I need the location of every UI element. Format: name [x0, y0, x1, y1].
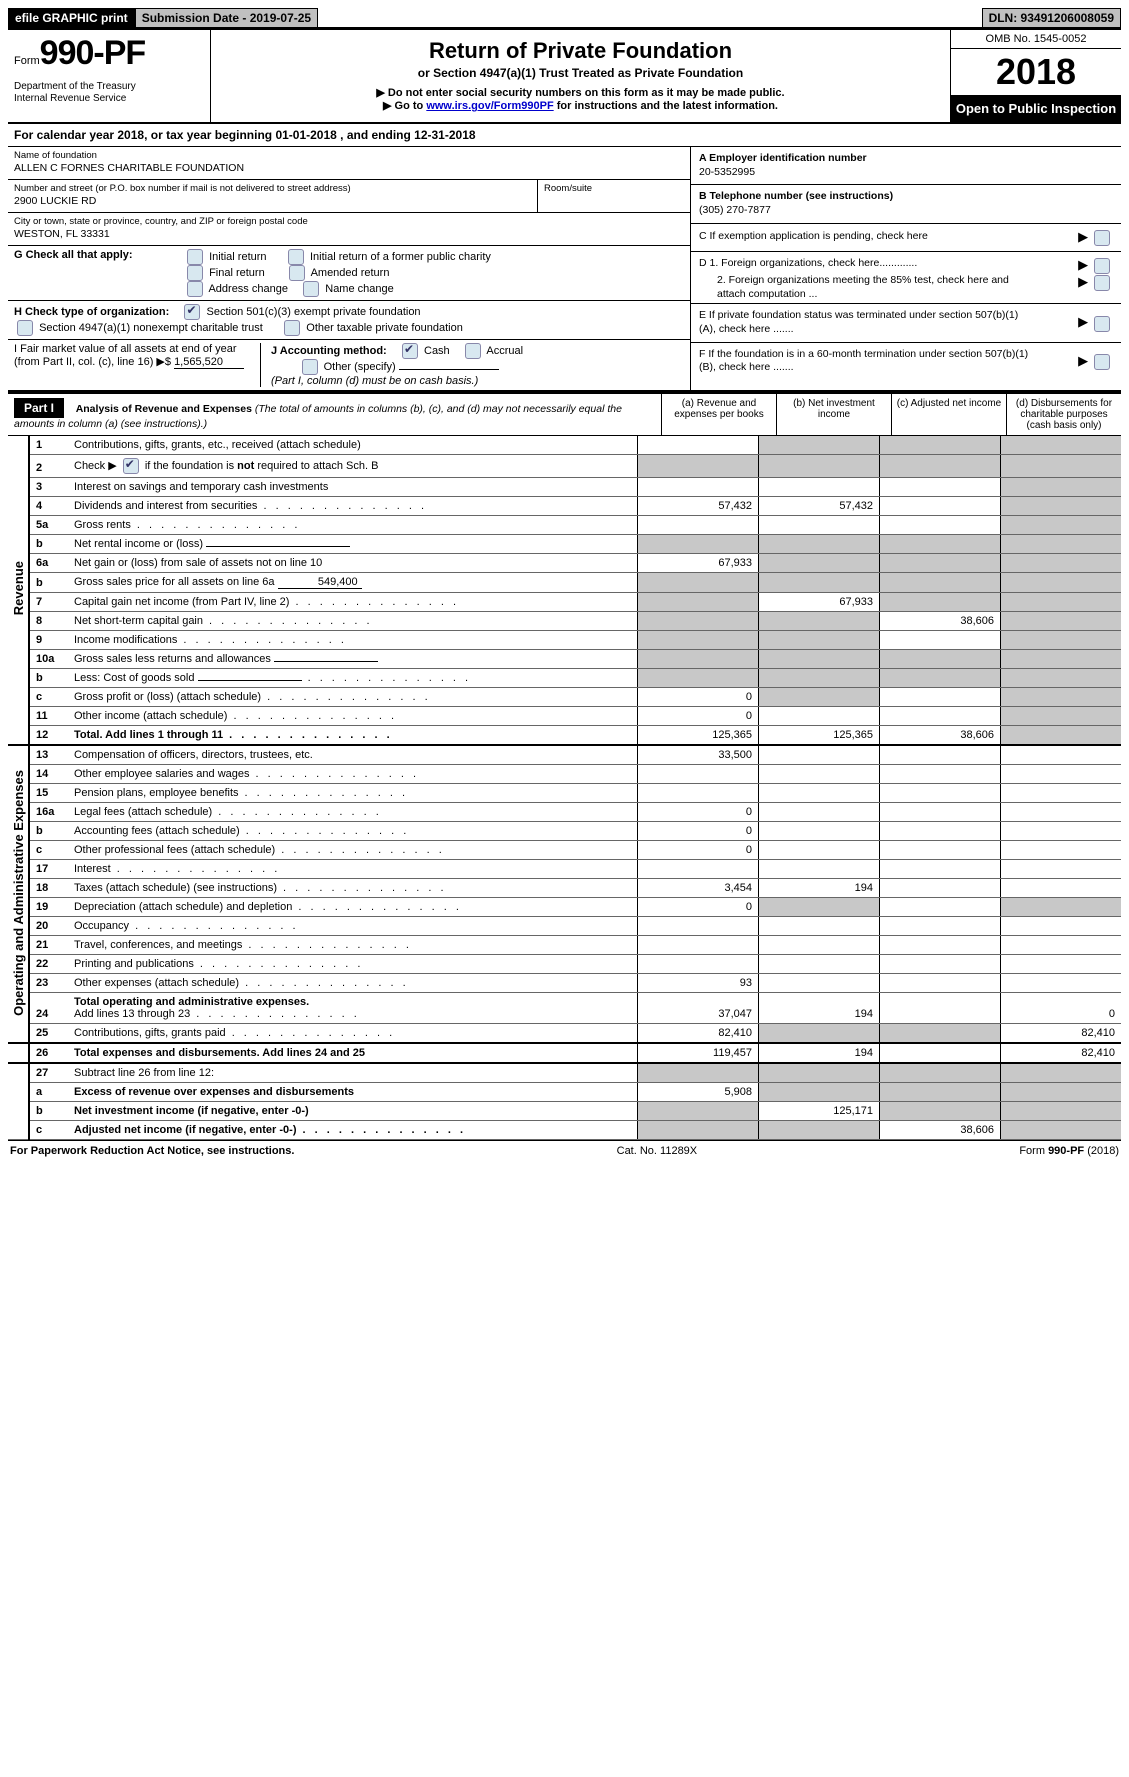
form-link-line: ▶ Go to www.irs.gov/Form990PF for instru…	[215, 99, 946, 112]
revenue-side-label: Revenue	[11, 553, 26, 623]
checkbox-schB[interactable]	[123, 458, 139, 474]
checkbox-other-method[interactable]	[302, 359, 318, 375]
form-word: Form	[14, 55, 40, 67]
ein-cell: A Employer identification number 20-5352…	[691, 147, 1121, 185]
header-right: OMB No. 1545-0052 2018 Open to Public In…	[950, 30, 1121, 122]
phone-cell: B Telephone number (see instructions) (3…	[691, 185, 1121, 223]
form-title: Return of Private Foundation	[215, 38, 946, 64]
checkbox-F[interactable]	[1094, 354, 1110, 370]
col-a-head: (a) Revenue and expenses per books	[661, 394, 776, 435]
checkbox-501c3[interactable]	[184, 304, 200, 320]
paperwork-notice: For Paperwork Reduction Act Notice, see …	[10, 1145, 294, 1157]
submission-date: Submission Date - 2019-07-25	[135, 8, 318, 28]
line-I: I Fair market value of all assets at end…	[14, 343, 261, 387]
foundation-name: ALLEN C FORNES CHARITABLE FOUNDATION	[14, 162, 684, 176]
page-footer: For Paperwork Reduction Act Notice, see …	[8, 1140, 1121, 1161]
checkbox-D1[interactable]	[1094, 258, 1110, 274]
checkbox-D2[interactable]	[1094, 275, 1110, 291]
line-J: J Accounting method: Cash Accrual Other …	[261, 343, 684, 387]
cat-no: Cat. No. 11289X	[617, 1145, 698, 1157]
checkbox-C[interactable]	[1094, 230, 1110, 246]
checkbox-4947a1[interactable]	[17, 320, 33, 336]
dln: DLN: 93491206008059	[982, 8, 1121, 28]
checkbox-final-return[interactable]	[187, 265, 203, 281]
fmv-value: 1,565,520	[174, 356, 244, 369]
tax-year: 2018	[951, 49, 1121, 95]
checkbox-initial-return[interactable]	[187, 249, 203, 265]
checkbox-E[interactable]	[1094, 316, 1110, 332]
header-title-block: Return of Private Foundation or Section …	[211, 30, 950, 122]
checkbox-name-change[interactable]	[303, 281, 319, 297]
dept-treasury: Department of the Treasury Internal Reve…	[14, 81, 204, 105]
checkbox-address-change[interactable]	[187, 281, 203, 297]
calendar-year-line: For calendar year 2018, or tax year begi…	[8, 124, 1121, 147]
line-E: E If private foundation status was termi…	[691, 304, 1121, 342]
part1-header: Part I Analysis of Revenue and Expenses …	[8, 392, 1121, 436]
city-state-zip: WESTON, FL 33331	[14, 228, 684, 242]
efile-badge: efile GRAPHIC print	[8, 8, 135, 28]
section-ghij: G Check all that apply: Initial return I…	[8, 246, 690, 390]
street-row: Number and street (or P.O. box number if…	[8, 180, 690, 213]
omb-number: OMB No. 1545-0052	[951, 30, 1121, 49]
col-b-head: (b) Net investment income	[776, 394, 891, 435]
checkbox-cash[interactable]	[402, 343, 418, 359]
street-address: 2900 LUCKIE RD	[14, 195, 531, 209]
form-footer: Form 990-PF (2018)	[1019, 1145, 1119, 1157]
part1-table: Revenue 1Contributions, gifts, grants, e…	[8, 436, 1121, 1140]
form-number: 990-PF	[40, 34, 146, 72]
checkbox-amended[interactable]	[289, 265, 305, 281]
form-header: Form990-PF Department of the Treasury In…	[8, 30, 1121, 124]
form-subtitle: or Section 4947(a)(1) Trust Treated as P…	[215, 66, 946, 80]
header-left: Form990-PF Department of the Treasury In…	[8, 30, 211, 122]
checkbox-accrual[interactable]	[465, 343, 481, 359]
line-D: D 1. Foreign organizations, check here..…	[691, 252, 1121, 305]
checkbox-other-taxable[interactable]	[284, 320, 300, 336]
line-C: C If exemption application is pending, c…	[691, 224, 1121, 252]
line-F: F If the foundation is in a 60-month ter…	[691, 343, 1121, 380]
foundation-name-cell: Name of foundation ALLEN C FORNES CHARIT…	[8, 147, 690, 180]
accounting-note: (Part I, column (d) must be on cash basi…	[271, 375, 478, 387]
irs-link[interactable]: www.irs.gov/Form990PF	[426, 100, 553, 112]
phone-value: (305) 270-7877	[699, 204, 771, 216]
gross-sales-6b: 549,400	[278, 576, 362, 589]
col-c-head: (c) Adjusted net income	[891, 394, 1006, 435]
checkbox-initial-former[interactable]	[288, 249, 304, 265]
part1-label: Part I	[14, 398, 64, 418]
open-public: Open to Public Inspection	[951, 95, 1121, 122]
city-cell: City or town, state or province, country…	[8, 213, 690, 246]
entity-info: Name of foundation ALLEN C FORNES CHARIT…	[8, 147, 1121, 392]
room-suite-label: Room/suite	[544, 183, 684, 195]
col-d-head: (d) Disbursements for charitable purpose…	[1006, 394, 1121, 435]
form-warning: ▶ Do not enter social security numbers o…	[215, 86, 946, 99]
expenses-side-label: Operating and Administrative Expenses	[11, 762, 26, 1024]
ein-value: 20-5352995	[699, 166, 755, 178]
top-bar: efile GRAPHIC print Submission Date - 20…	[8, 8, 1121, 30]
